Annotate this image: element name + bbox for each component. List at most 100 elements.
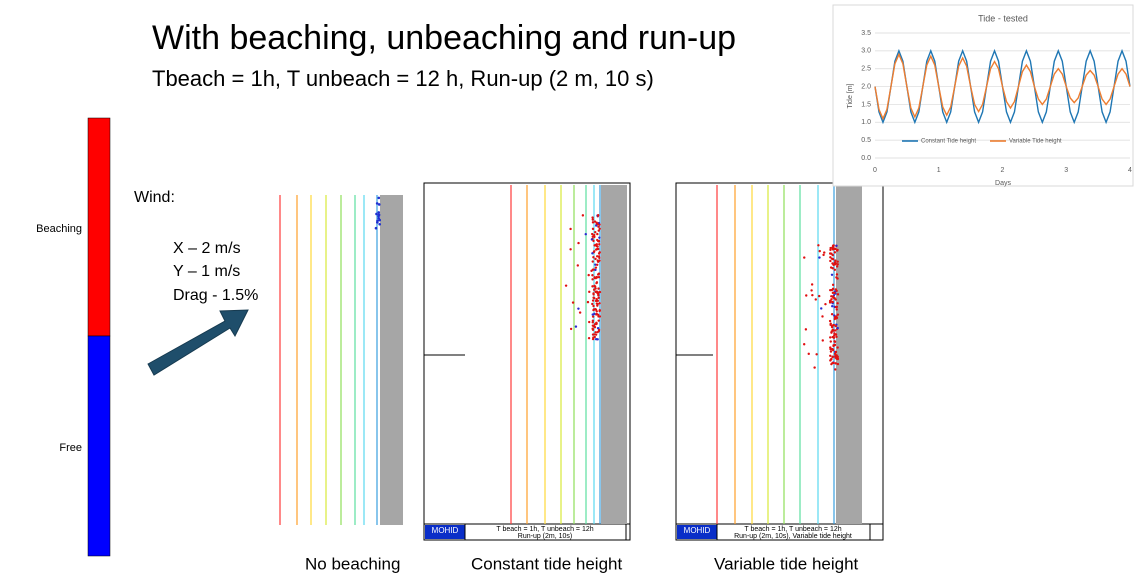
particle <box>803 343 805 345</box>
particle <box>822 339 824 341</box>
particle <box>593 288 595 290</box>
particle <box>831 267 833 269</box>
particle <box>594 244 596 246</box>
colorbar-label: Beaching <box>36 223 82 235</box>
particle <box>594 220 596 222</box>
particle <box>593 297 595 299</box>
x-tick-label: 4 <box>1128 167 1132 174</box>
particle <box>835 245 837 247</box>
particle <box>834 251 836 253</box>
particle <box>598 229 600 231</box>
slide-title: With beaching, unbeaching and run-up <box>152 19 736 57</box>
particle <box>582 214 584 216</box>
particle <box>598 302 600 304</box>
particle <box>835 336 837 338</box>
particle <box>830 330 832 332</box>
particle <box>811 283 813 285</box>
particle <box>830 298 832 300</box>
particle <box>595 266 597 268</box>
particle <box>829 247 831 249</box>
particle <box>830 300 832 302</box>
particle <box>378 223 381 226</box>
particle <box>833 329 835 331</box>
particle <box>830 295 832 297</box>
particle <box>594 326 596 328</box>
legend-label: Variable Tide height <box>1009 139 1062 145</box>
particle <box>592 315 594 317</box>
footer-text: Run-up (2m, 10s), Variable tide height <box>734 533 852 540</box>
particle <box>836 308 838 310</box>
particle <box>375 213 378 216</box>
particle <box>597 315 599 317</box>
particle <box>579 311 581 313</box>
particle <box>805 328 807 330</box>
particle <box>378 203 381 206</box>
particle <box>815 298 817 300</box>
particle <box>588 337 590 339</box>
particle <box>831 274 833 276</box>
particle <box>597 294 599 296</box>
particle <box>378 219 381 222</box>
particle <box>836 306 838 308</box>
particle <box>597 287 599 289</box>
particle <box>811 294 813 296</box>
particle <box>591 274 593 276</box>
particle <box>820 307 822 309</box>
particle <box>837 293 839 295</box>
particle <box>577 242 579 244</box>
particle <box>588 321 590 323</box>
land <box>601 185 627 524</box>
particle <box>591 278 593 280</box>
particle <box>829 355 831 357</box>
particle <box>834 248 836 250</box>
particle <box>594 331 596 333</box>
particle <box>803 256 805 258</box>
particle <box>597 261 599 263</box>
particle <box>587 301 589 303</box>
particle <box>817 244 819 246</box>
particle <box>818 256 820 258</box>
x-tick-label: 2 <box>1001 167 1005 174</box>
particle <box>832 288 834 290</box>
particle <box>597 300 599 302</box>
particle <box>830 340 832 342</box>
particle <box>598 252 600 254</box>
particle <box>805 294 807 296</box>
particle <box>597 214 599 216</box>
particle <box>592 336 594 338</box>
particle <box>815 353 817 355</box>
particle <box>832 362 834 364</box>
particle <box>596 223 598 225</box>
particle <box>593 234 595 236</box>
particle <box>598 310 600 312</box>
particle <box>598 255 600 257</box>
particle <box>592 240 594 242</box>
particle <box>832 284 834 286</box>
particle <box>594 258 596 260</box>
particle <box>832 245 834 247</box>
particle <box>835 276 837 278</box>
particle <box>832 292 834 294</box>
y-axis-label: Tide [m] <box>847 83 854 108</box>
particle <box>569 248 571 250</box>
particle <box>834 344 836 346</box>
legend-label: Constant Tide height <box>921 139 976 145</box>
particle <box>598 236 600 238</box>
particle <box>595 248 597 250</box>
particle <box>591 252 593 254</box>
particle <box>835 351 837 353</box>
wind-heading: Wind: <box>134 189 175 206</box>
y-tick-label: 3.0 <box>861 48 871 55</box>
y-tick-label: 0.0 <box>861 155 871 162</box>
particle <box>823 251 825 253</box>
y-tick-label: 3.5 <box>861 30 871 37</box>
particle <box>592 299 594 301</box>
particle <box>594 308 596 310</box>
particle <box>596 245 598 247</box>
particle <box>597 297 599 299</box>
particle <box>819 250 821 252</box>
particle <box>591 285 593 287</box>
slide-subtitle: Tbeach = 1h, T unbeach = 12 h, Run-up (2… <box>152 66 654 91</box>
particle <box>596 276 598 278</box>
particle <box>831 258 833 260</box>
